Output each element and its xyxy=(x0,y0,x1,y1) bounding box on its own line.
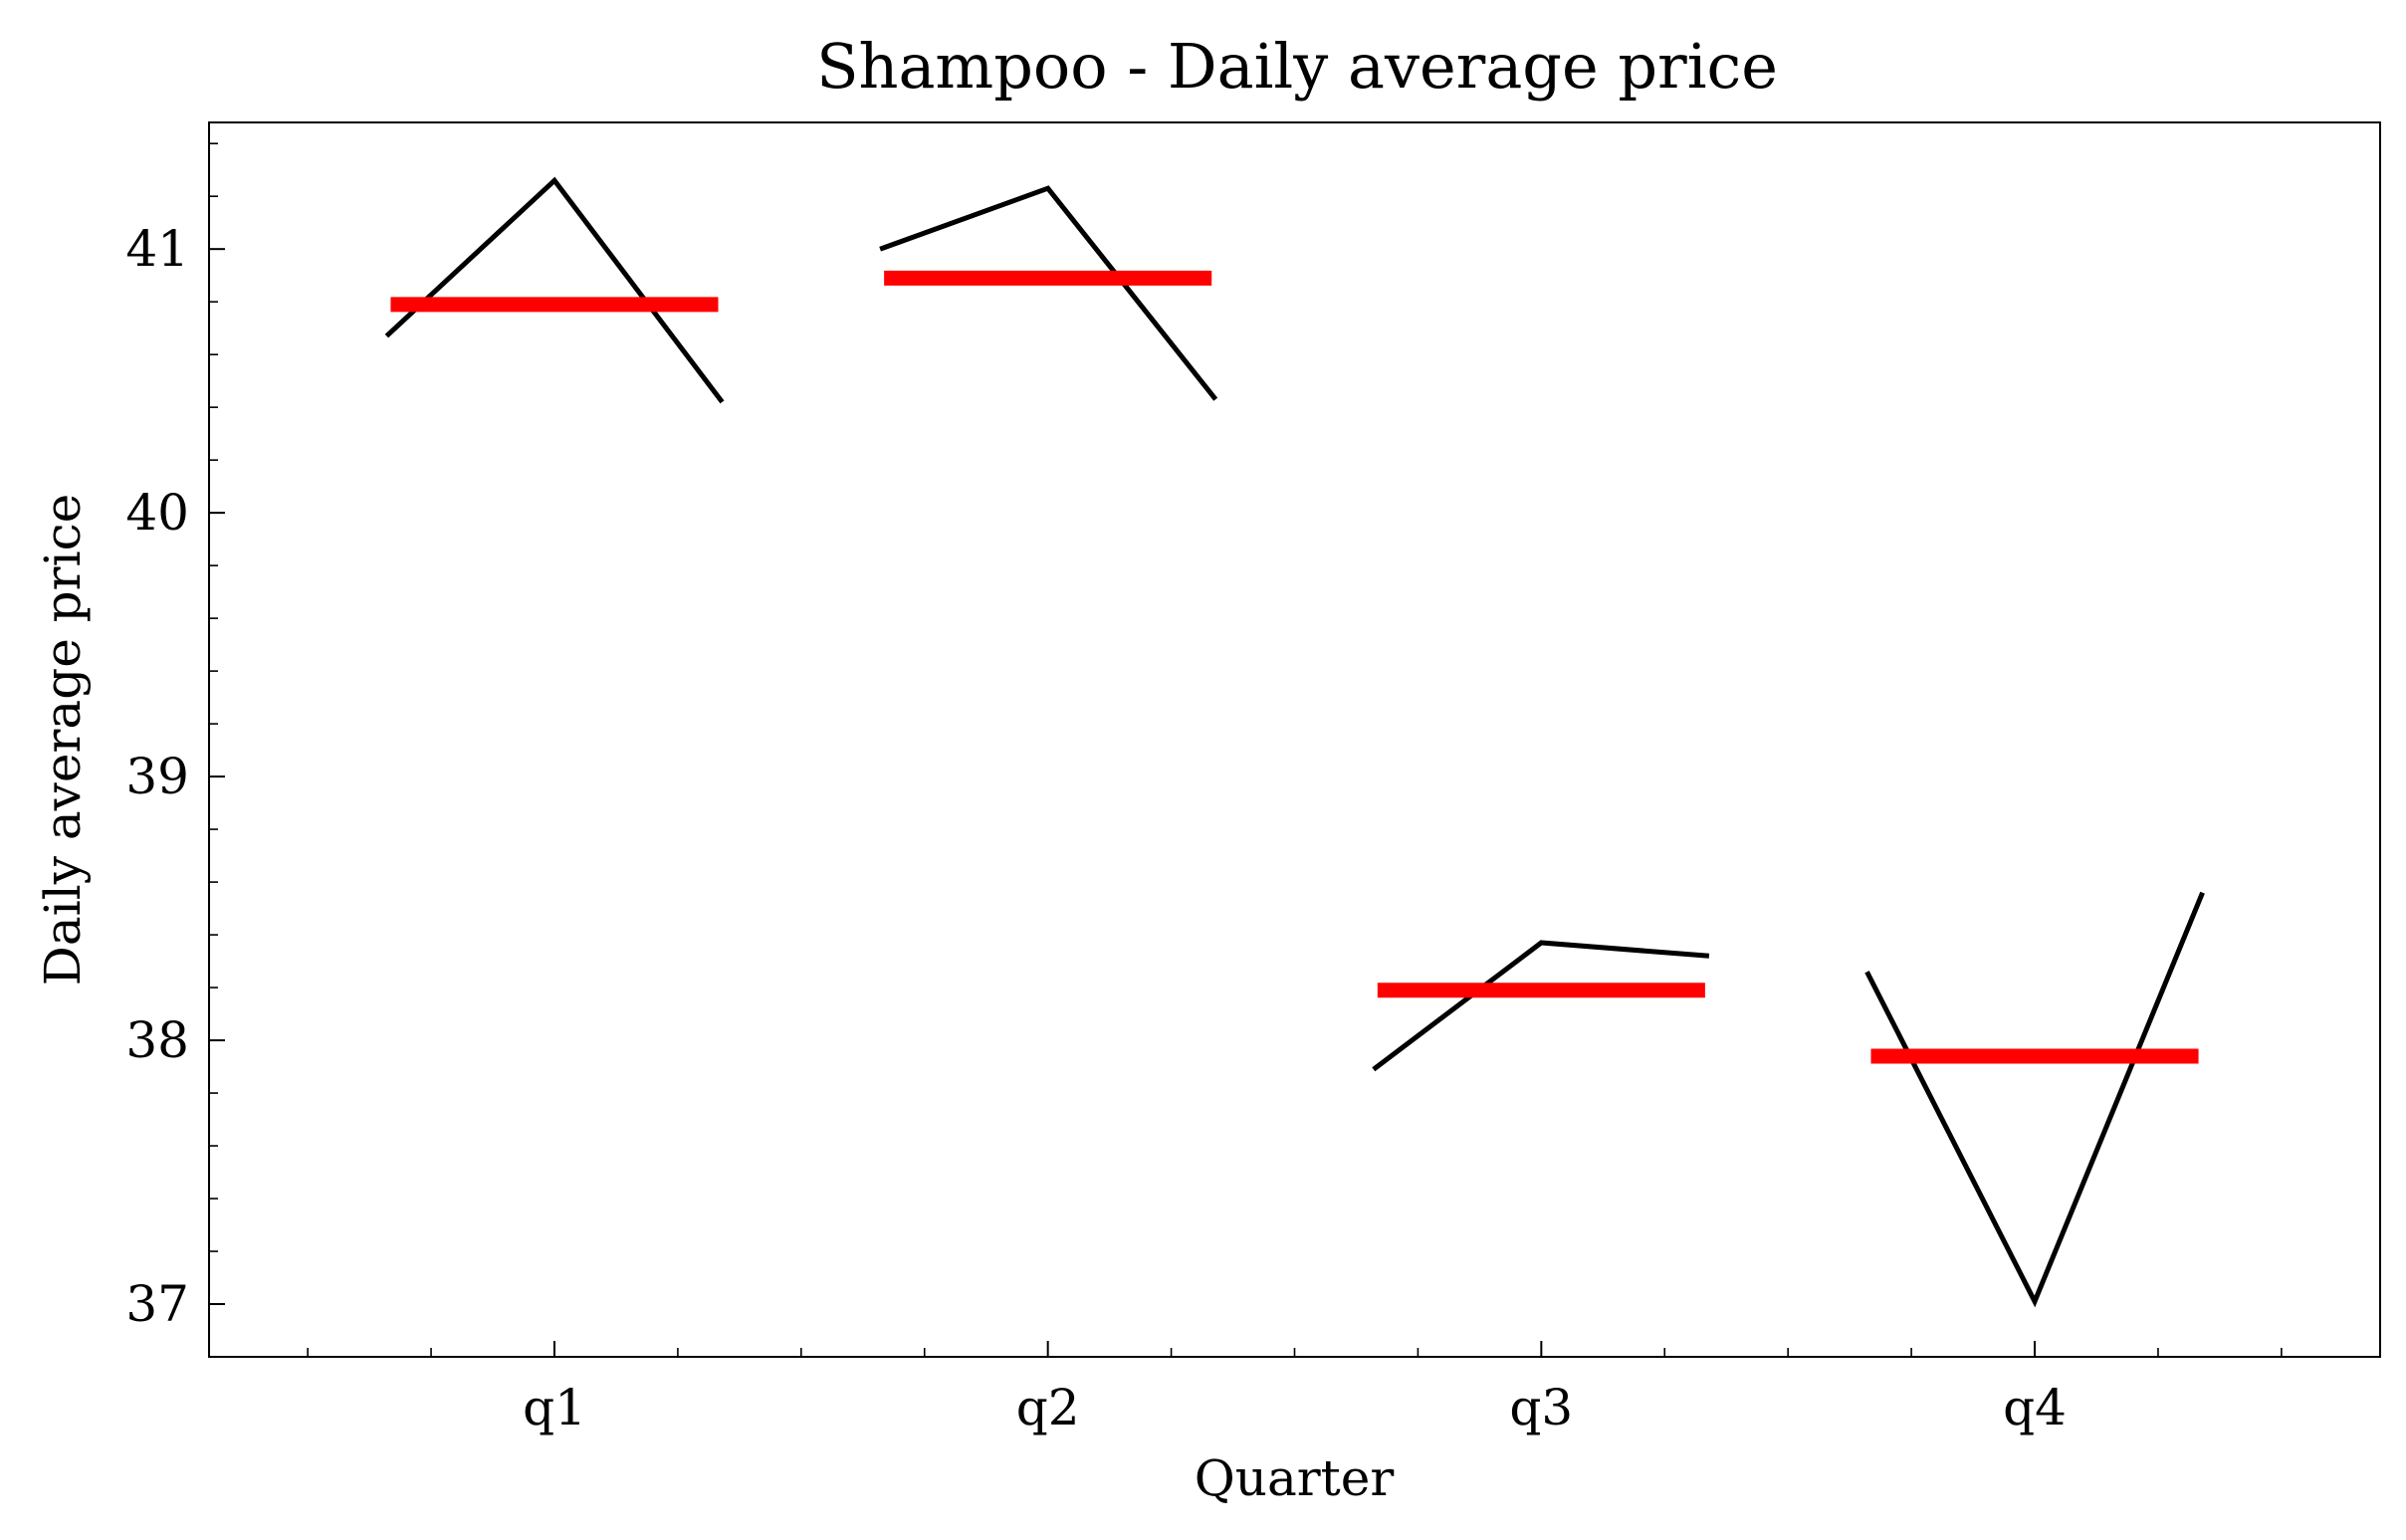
series-line-q2 xyxy=(879,185,1218,401)
y-tick-label: 37 xyxy=(125,1275,189,1333)
y-axis: 37 38 39 40 41 xyxy=(125,142,225,1358)
x-tick-label: q4 xyxy=(2003,1379,2067,1436)
x-tick-label: q2 xyxy=(1016,1379,1080,1436)
y-tick-label: 38 xyxy=(125,1011,189,1069)
x-axis: q1 q2 q3 q4 xyxy=(307,1341,2283,1436)
x-axis-label: Quarter xyxy=(1195,1449,1395,1507)
mean-lines xyxy=(390,270,2199,1064)
series-line-q4 xyxy=(1864,891,2205,1308)
series-line-q1 xyxy=(384,176,725,404)
x-tick-label: q1 xyxy=(523,1379,586,1436)
y-tick-label: 39 xyxy=(125,748,189,805)
plot-area: 37 38 39 40 41 q1 q2 q3 q4 xyxy=(125,121,2381,1436)
y-axis-label: Daily average price xyxy=(34,494,92,986)
series-line-q3 xyxy=(1372,940,1710,1072)
chart-title: Shampoo - Daily average price xyxy=(816,30,1778,103)
y-tick-label: 40 xyxy=(125,484,189,542)
series-lines xyxy=(384,176,2205,1308)
y-tick-label: 41 xyxy=(125,220,189,278)
x-tick-label: q3 xyxy=(1509,1379,1573,1436)
